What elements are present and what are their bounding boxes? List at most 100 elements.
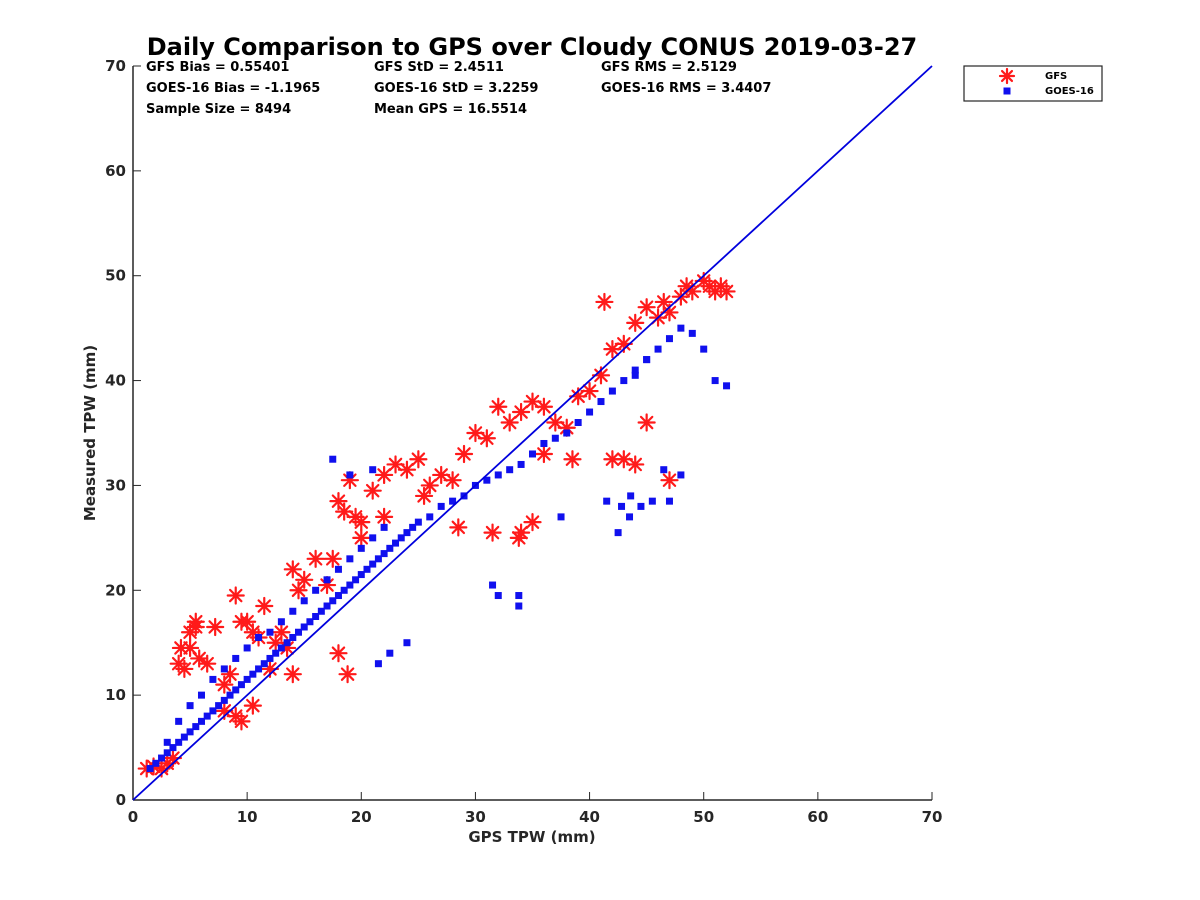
goes-16-point	[266, 628, 274, 636]
y-tick-label: 20	[105, 581, 126, 599]
goes-16-point	[203, 712, 211, 720]
goes-16-point	[357, 544, 365, 552]
goes-16-point	[352, 576, 360, 584]
x-tick-label: 10	[237, 808, 258, 826]
y-tick-label: 70	[105, 57, 126, 75]
x-axis-label: GPS TPW (mm)	[468, 828, 595, 846]
stat-label: GFS StD = 2.4511	[374, 60, 504, 75]
goes-16-point	[403, 529, 411, 537]
goes-16-point	[614, 529, 622, 537]
gfs-point	[523, 513, 542, 532]
goes-16-point	[688, 329, 696, 337]
goes-16-point	[608, 387, 616, 395]
y-tick-label: 10	[105, 686, 126, 704]
x-tick-label: 60	[807, 808, 828, 826]
goes-16-point	[654, 345, 662, 353]
goes-16-point	[152, 759, 160, 767]
goes-16-point	[312, 586, 320, 594]
goes-16-point	[374, 555, 382, 563]
gfs-point	[420, 476, 439, 495]
gfs-point	[175, 659, 194, 679]
goes-16-point	[209, 675, 217, 683]
goes-16-point	[369, 466, 377, 474]
one-to-one-line	[132, 65, 933, 801]
gfs-point	[363, 481, 382, 500]
gfs-point	[511, 402, 531, 422]
y-tick-label: 40	[105, 372, 126, 390]
gfs-point	[511, 523, 531, 542]
y-tick-label: 0	[116, 791, 126, 809]
gfs-point	[186, 617, 205, 637]
goes-16-point	[597, 398, 605, 406]
goes-16-point	[648, 497, 656, 505]
goes-16-point	[637, 502, 645, 510]
goes-16-point	[483, 476, 491, 484]
goes-16-point	[300, 623, 308, 631]
gfs-point	[660, 471, 679, 490]
goes-16-point	[517, 460, 525, 468]
goes-16-point	[346, 581, 354, 589]
goes-16-point	[323, 602, 331, 610]
goes-16-point	[515, 592, 523, 600]
goes-16-point	[289, 607, 297, 615]
gfs-point	[375, 507, 394, 526]
stat-label: Sample Size = 8494	[146, 102, 291, 117]
goes-16-point	[711, 377, 719, 385]
gfs-point	[295, 570, 314, 589]
goes-16-point	[618, 502, 626, 510]
gfs-point	[283, 560, 302, 579]
goes-16-point	[232, 686, 240, 694]
goes-16-point	[363, 565, 371, 573]
gfs-point	[443, 471, 462, 490]
goes-16-point	[186, 728, 194, 736]
goes-16-point	[312, 613, 320, 620]
goes-16-point	[163, 749, 171, 757]
goes-16-point	[426, 513, 434, 521]
goes-16-point	[272, 649, 280, 657]
axes: 0 10 20 30 40 50 60 70 0 10 20 30 40 50 60 70	[105, 57, 942, 826]
goes-16-point	[277, 618, 285, 626]
gfs-point	[717, 282, 736, 301]
gfs-point	[338, 665, 357, 684]
series-gfs	[137, 271, 736, 778]
goes-16-point	[249, 670, 257, 678]
goes-16-point	[158, 754, 166, 762]
gfs-point	[272, 623, 291, 642]
gfs-point	[289, 581, 308, 600]
y-tick-label: 50	[105, 267, 126, 285]
gfs-point	[489, 397, 508, 416]
chart-title: Daily Comparison to GPS over Cloudy CONU…	[147, 33, 918, 61]
goes-16-point	[627, 492, 635, 500]
goes-16-point	[346, 471, 354, 479]
goes-16-point	[255, 665, 263, 673]
goes-16-point	[277, 644, 285, 652]
goes-16-point	[626, 513, 634, 521]
gfs-point	[352, 513, 371, 532]
goes-16-point	[489, 581, 497, 589]
goes-16-point	[192, 723, 200, 731]
goes-16-point	[620, 377, 628, 385]
goes-16-point	[169, 744, 177, 752]
gfs-point	[397, 460, 417, 479]
gfs-point	[563, 450, 582, 469]
goes-16-point	[374, 660, 382, 668]
statistics-block: GFS Bias = 0.55401 GFS StD = 2.4511 GFS RM…	[146, 60, 771, 117]
goes-16-point	[289, 633, 297, 641]
goes-16-point	[340, 586, 348, 594]
scatter-marks	[132, 65, 933, 801]
gfs-point	[226, 586, 245, 605]
x-tick-label: 70	[922, 808, 943, 826]
goes-16-point	[186, 702, 194, 710]
goes-16-point	[631, 366, 639, 374]
goes-16-point	[574, 419, 582, 427]
goes-16-point	[409, 523, 417, 531]
gfs-point	[580, 381, 599, 401]
x-tick-label: 0	[128, 808, 138, 826]
goes-16-point	[329, 455, 337, 463]
goes-16-point	[392, 539, 400, 547]
legend-gfs-label: GFS	[1045, 71, 1067, 82]
stat-label: GOES-16 Bias = -1.1965	[146, 81, 320, 96]
x-tick-label: 50	[693, 808, 714, 826]
stat-label: Mean GPS = 16.5514	[374, 102, 527, 117]
goes-16-point	[175, 717, 183, 725]
